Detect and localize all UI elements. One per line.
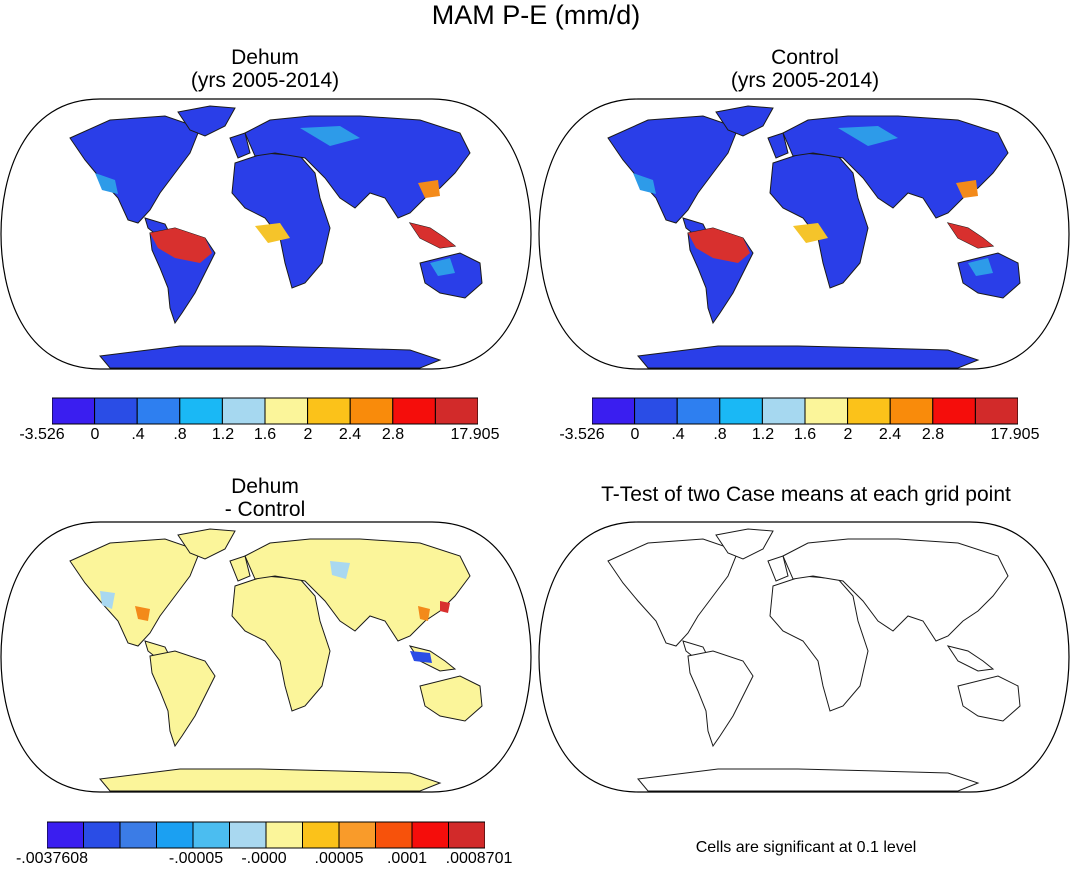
cb-label: .0008701 [445,850,513,867]
cb-label: 1.6 [793,426,817,443]
map-frame [0,98,532,370]
amazon-wet-region [150,228,212,263]
map-diff [0,521,532,793]
cb-label: 2 [303,426,313,443]
colorbar-swatch [761,397,806,425]
map-frame [538,521,1070,793]
colorbar-control [591,397,1019,425]
cb-label: 1.2 [751,426,775,443]
colorbar-swatch [192,821,230,849]
cb-label: 1.2 [211,426,235,443]
colorbar-swatch [411,821,449,849]
cb-label: -.00005 [168,850,224,867]
cb-label: -3.526 [19,426,65,443]
panel-title-dehum: Dehum (yrs 2005-2014) [0,46,530,92]
colorbar-swatch [83,821,121,849]
colorbar-swatch [46,821,84,849]
panel-title-line1: T-Test of two Case means at each grid po… [601,483,1011,506]
colorbar-swatch [434,397,479,425]
colorbar-swatch [676,397,721,425]
cb-label: 2.4 [338,426,362,443]
colorbar-swatch [804,397,849,425]
colorbar-swatch [229,821,267,849]
colorbar-labels-diff: -.0037608 -.00005 -.0000 .00005 .0001 .0… [0,850,536,869]
map-control [538,98,1070,370]
cb-label: -3.526 [559,426,605,443]
map-dehum [0,98,532,370]
cb-label: .4 [671,426,685,443]
colorbar-swatch [221,397,266,425]
amazon-wet-region [688,228,750,263]
cb-label: 0 [90,426,100,443]
colorbar-swatch [307,397,351,425]
colorbar-swatch [889,397,934,425]
colorbar-swatch [349,397,394,425]
panel-title-ttest: T-Test of two Case means at each grid po… [540,483,1072,506]
colorbar-labels-control: -3.526 0 .4 .8 1.2 1.6 2 2.4 2.8 17.905 [540,426,1072,448]
figure-title: MAM P-E (mm/d) [431,0,641,30]
cb-label: 2.8 [381,426,405,443]
colorbar-swatch [94,397,138,425]
colorbar-swatch [591,397,636,425]
colorbar-swatch [136,397,181,425]
colorbar-swatch [719,397,763,425]
significance-footnote: Cells are significant at 0.1 level [695,839,917,856]
cb-label: .4 [131,426,145,443]
cb-label: -.0000 [241,850,287,867]
colorbar-swatch [264,397,309,425]
colorbar-swatch [847,397,891,425]
map-frame [0,521,532,793]
maritime-continent-wet-region [410,223,455,248]
panel-title-diff: Dehum - Control [0,475,530,521]
colorbar-swatch [51,397,96,425]
colorbar-labels-dehum: -3.526 0 .4 .8 1.2 1.6 2 2.4 2.8 17.905 [0,426,536,448]
colorbar-dehum [51,397,479,425]
map-ttest [538,521,1070,793]
cb-label: -.0037608 [15,850,89,867]
cb-label: 17.905 [990,426,1040,443]
panel-title-line1: Control [771,46,839,69]
panel-title-line1: Dehum [231,46,299,69]
cb-label: 1.6 [253,426,277,443]
cb-label: .0001 [386,850,428,867]
panel-title-line2: (yrs 2005-2014) [730,69,880,92]
colorbar-swatch [932,397,976,425]
panel-title-line2: - Control [224,498,306,521]
colorbar-swatch [156,821,194,849]
colorbar-swatch [265,821,303,849]
colorbar-diff [46,821,486,849]
colorbar-swatch [302,821,340,849]
colorbar-swatch [119,821,157,849]
colorbar-swatch [634,397,678,425]
colorbar-swatch [375,821,413,849]
map-frame [538,98,1070,370]
colorbar-swatch [338,821,376,849]
cb-label: .8 [173,426,187,443]
cb-label: 2 [843,426,853,443]
panel-title-line1: Dehum [231,475,299,498]
cb-label: .00005 [314,850,364,867]
cb-label: 2.8 [921,426,945,443]
cb-label: .8 [713,426,727,443]
colorbar-swatch [974,397,1019,425]
cb-label: 0 [630,426,640,443]
panel-title-line2: (yrs 2005-2014) [190,69,340,92]
colorbar-swatch [392,397,436,425]
panel-title-control: Control (yrs 2005-2014) [540,46,1070,92]
cb-label: 17.905 [450,426,500,443]
cb-label: 2.4 [878,426,902,443]
colorbar-swatch [448,821,486,849]
colorbar-swatch [179,397,223,425]
maritime-continent-wet-region [948,223,993,248]
